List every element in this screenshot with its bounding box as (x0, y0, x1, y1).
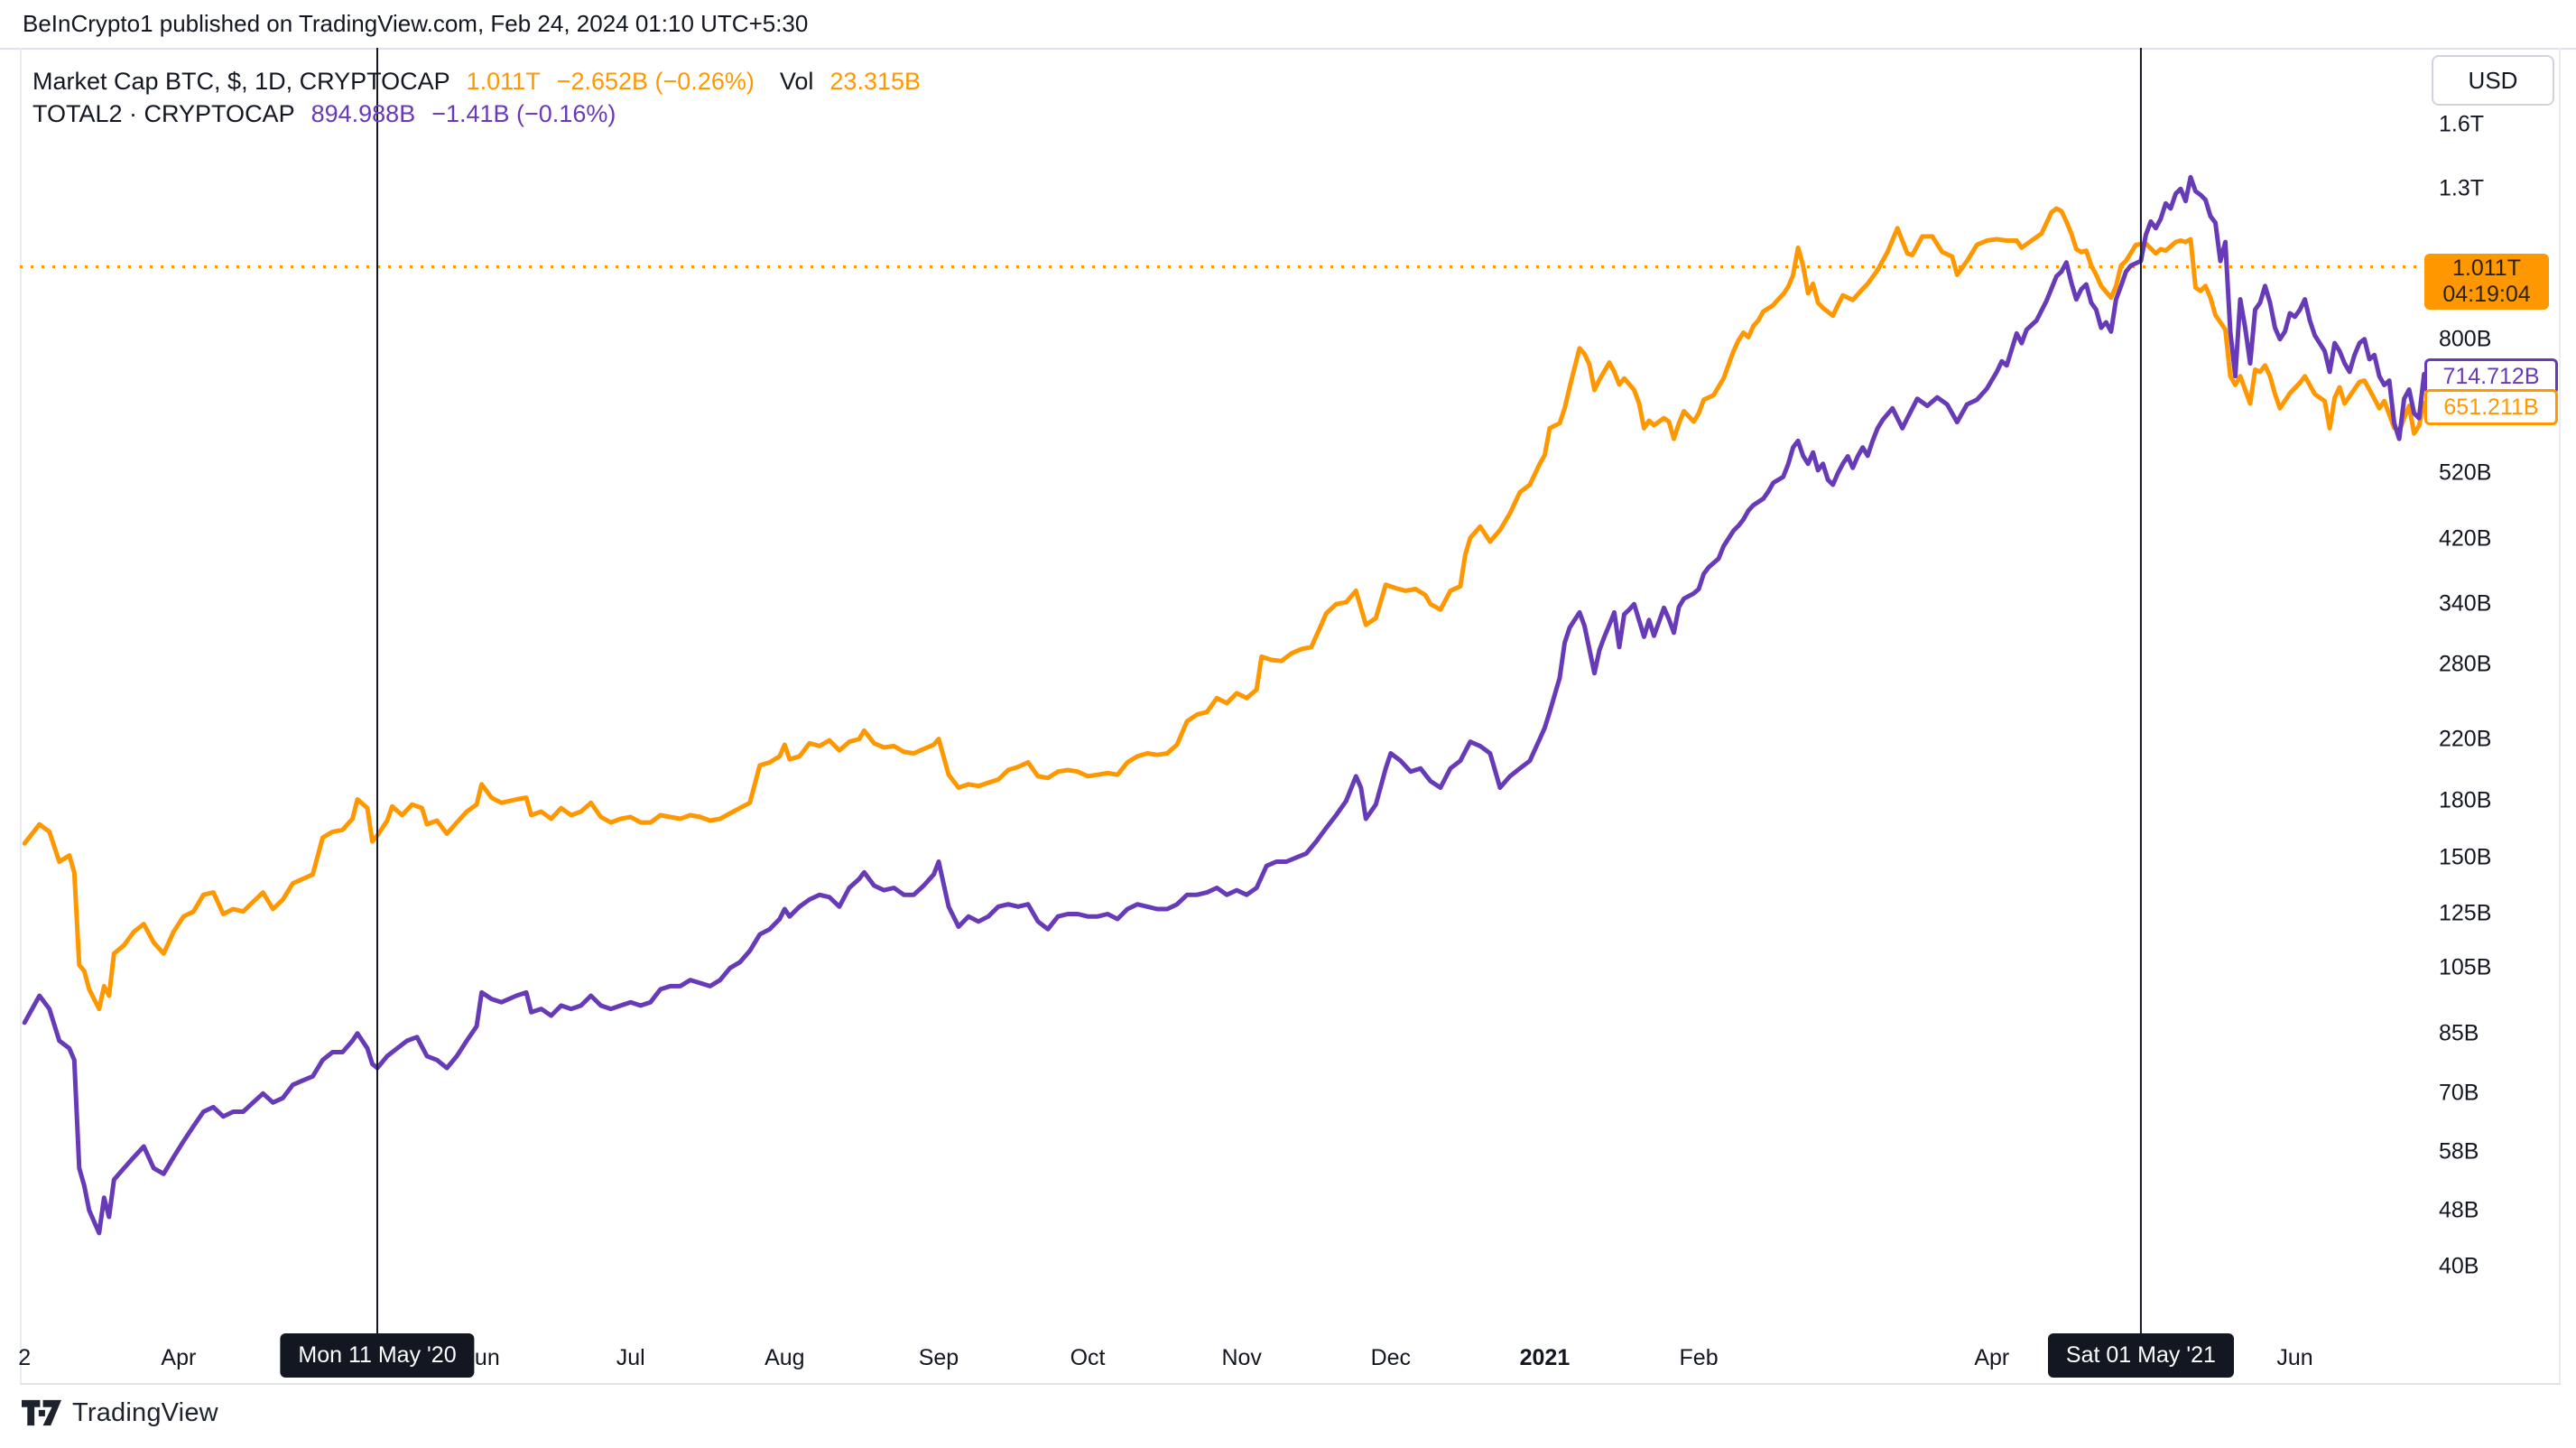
price-tick-520B: 520B (2439, 459, 2492, 485)
legend-series-btc-title: Market Cap BTC, $, 1D, CRYPTOCAP (32, 68, 450, 95)
legend-series-total2-change: −1.41B (−0.16%) (431, 100, 616, 127)
price-tick-40B: 40B (2439, 1253, 2479, 1279)
price-label-total2-value: 714.712B (2442, 363, 2540, 389)
publish-header: BeInCrypto1 published on TradingView.com… (23, 0, 808, 48)
price-label-total2: 714.712B (2424, 358, 2558, 395)
legend-series-btc-change: −2.652B (−0.26%) (556, 68, 755, 95)
series-line-btc (22, 206, 2427, 1012)
price-tick-180B: 180B (2439, 787, 2492, 813)
time-tick-Sep: Sep (918, 1345, 959, 1370)
footer: TradingView (22, 1397, 218, 1428)
price-tick-150B: 150B (2439, 844, 2492, 870)
chart-plot-area[interactable] (0, 48, 2576, 1343)
legend-series-btc[interactable]: Market Cap BTC, $, 1D, CRYPTOCAP 1.011T … (32, 65, 921, 97)
chart-left-border (20, 48, 22, 1383)
legend-volume-value: 23.315B (829, 68, 921, 95)
legend-series-total2-value: 894.988B (310, 100, 416, 127)
legend-volume-label: Vol (779, 68, 814, 95)
tradingview-wordmark[interactable]: TradingView (72, 1397, 218, 1427)
price-tick-85B: 85B (2439, 1020, 2479, 1046)
time-tick-2021: 2021 (1519, 1345, 1571, 1370)
price-tick-800B: 800B (2439, 326, 2492, 352)
crosshair-date-tooltip-2: Sat 01 May '21 (2047, 1333, 2234, 1378)
time-tick-Apr: Apr (1974, 1345, 2010, 1370)
time-tick-Feb: Feb (1679, 1345, 1719, 1370)
price-tick-105B: 105B (2439, 954, 2492, 980)
chart-legend: Market Cap BTC, $, 1D, CRYPTOCAP 1.011T … (32, 65, 921, 130)
time-tick-Jul: Jul (616, 1345, 645, 1370)
bar-countdown: 04:19:04 (2442, 282, 2531, 308)
legend-series-btc-value: 1.011T (466, 68, 541, 95)
tradingview-logo-icon[interactable] (22, 1397, 61, 1428)
price-tick-70B: 70B (2439, 1080, 2479, 1106)
time-tick-Apr: Apr (161, 1345, 197, 1370)
time-tick-Nov: Nov (1221, 1345, 1262, 1370)
legend-series-total2[interactable]: TOTAL2 · CRYPTOCAP 894.988B −1.41B (−0.1… (32, 97, 921, 130)
price-tick-280B: 280B (2439, 651, 2492, 677)
price-tick-125B: 125B (2439, 900, 2492, 926)
time-axis-bottom-border (20, 1383, 2561, 1385)
time-tick-Aug: Aug (764, 1345, 805, 1370)
time-tick-Dec: Dec (1370, 1345, 1412, 1370)
publish-title: BeInCrypto1 published on TradingView.com… (23, 10, 809, 37)
legend-series-total2-title: TOTAL2 · CRYPTOCAP (32, 100, 295, 127)
currency-toggle-button[interactable]: USD (2432, 55, 2554, 106)
last-price-label-btc: 1.011T 04:19:04 (2424, 254, 2549, 311)
series-line-total2 (22, 174, 2427, 1236)
time-tick-Jun: Jun (2276, 1345, 2313, 1370)
chart-right-border (2559, 48, 2561, 1383)
price-tick-48B: 48B (2439, 1197, 2479, 1223)
header-separator (0, 48, 2576, 50)
price-tick-58B: 58B (2439, 1138, 2479, 1165)
price-tick-340B: 340B (2439, 590, 2492, 617)
price-label-btc-series: 651.211B (2424, 389, 2558, 426)
price-tick-1.6T: 1.6T (2439, 111, 2485, 137)
time-tick-2: 2 (18, 1345, 32, 1370)
price-label-btc-series-value: 651.211B (2443, 394, 2539, 420)
last-price-value: 1.011T (2452, 255, 2521, 282)
price-tick-1.3T: 1.3T (2439, 175, 2485, 201)
time-tick-Oct: Oct (1070, 1345, 1106, 1370)
price-tick-420B: 420B (2439, 525, 2492, 552)
crosshair-date-tooltip-1: Mon 11 May '20 (280, 1333, 475, 1378)
price-tick-220B: 220B (2439, 726, 2492, 752)
